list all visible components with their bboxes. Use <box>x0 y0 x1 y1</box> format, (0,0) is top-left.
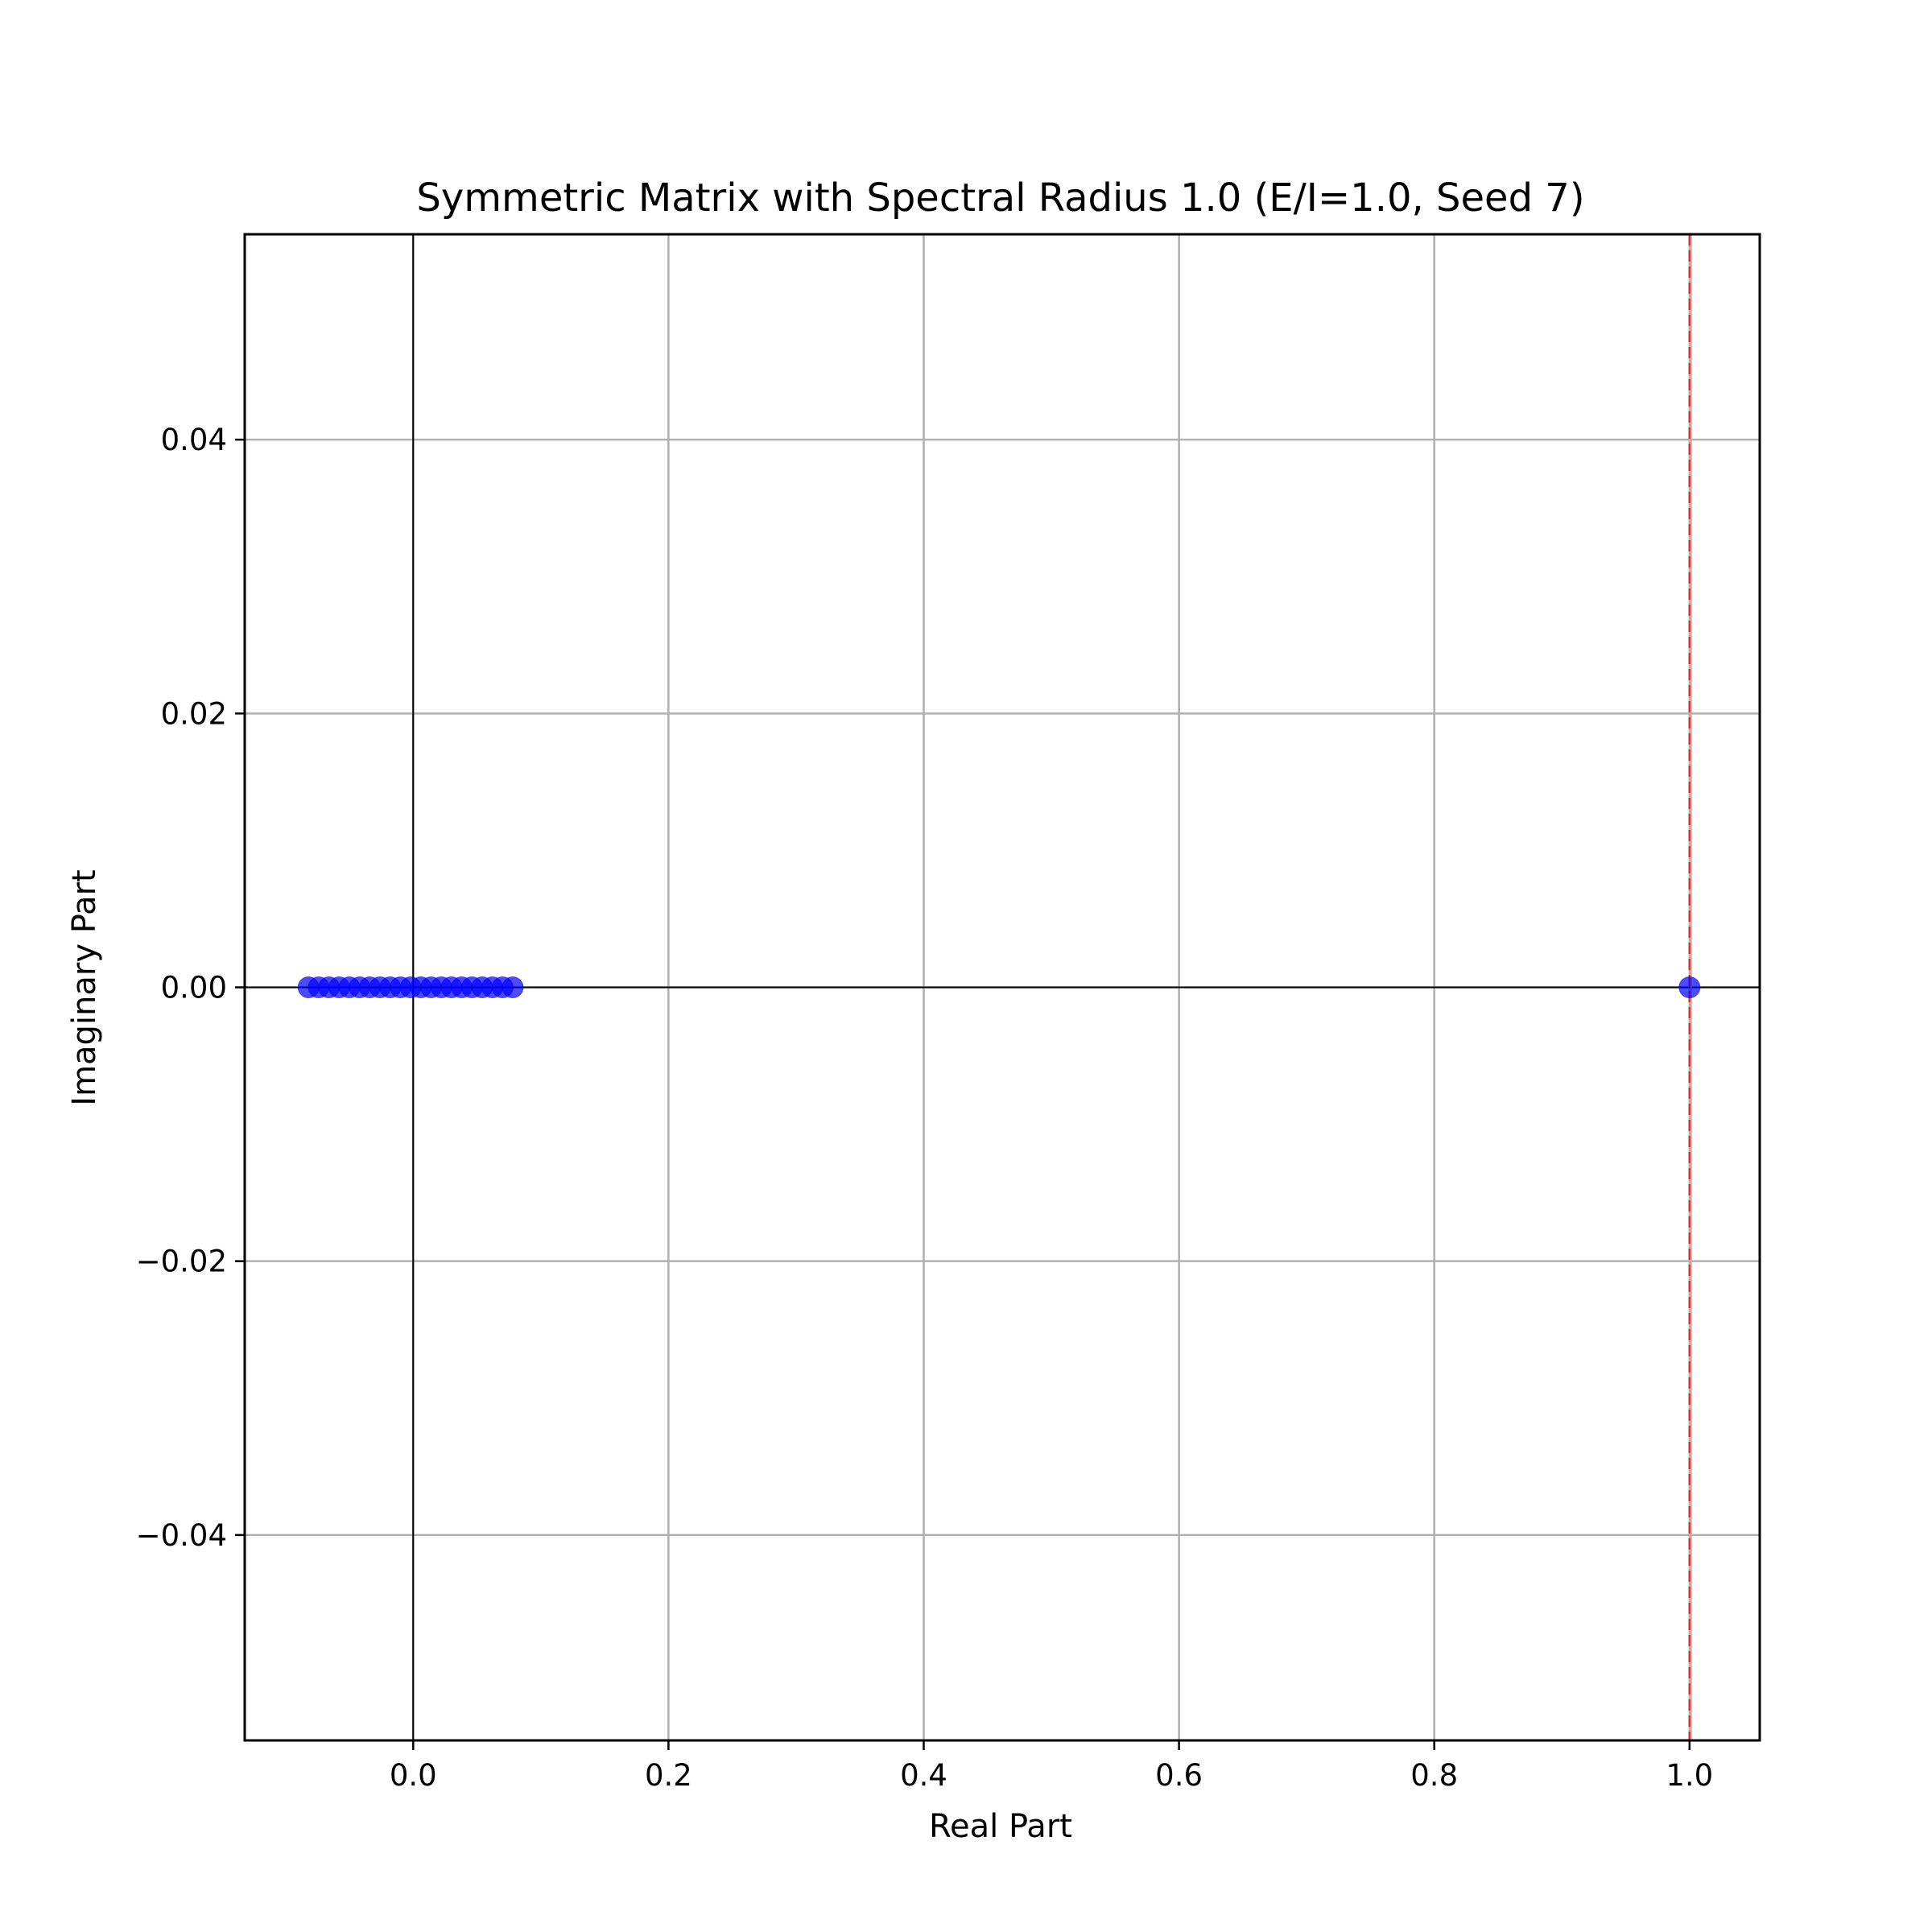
y-tick-label: 0.04 <box>161 423 227 457</box>
eigenvalue-points <box>297 976 1701 998</box>
y-axis-label: Imaginary Part <box>66 869 103 1105</box>
x-tick-label: 1.0 <box>1666 1758 1713 1793</box>
y-tick-label: 0.02 <box>161 696 227 731</box>
chart-title: Symmetric Matrix with Spectral Radius 1.… <box>416 175 1584 221</box>
x-axis-label: Real Part <box>929 1808 1072 1845</box>
axis-ticks: 0.0 0.2 0.4 0.6 0.8 1.0 −0.04 −0.02 0.00 0.02 0.04 <box>136 423 1714 1793</box>
x-tick-label: 0.4 <box>900 1758 947 1793</box>
eigenvalue-point <box>502 976 524 998</box>
x-tick-label: 0.2 <box>645 1758 692 1793</box>
eigenvalue-point <box>1678 976 1701 998</box>
x-tick-label: 0.0 <box>390 1758 437 1793</box>
y-tick-label: −0.02 <box>136 1245 227 1279</box>
y-tick-label: −0.04 <box>136 1518 227 1553</box>
x-tick-label: 0.6 <box>1155 1758 1203 1793</box>
y-tick-label: 0.00 <box>161 971 227 1005</box>
x-tick-label: 0.8 <box>1410 1758 1458 1793</box>
